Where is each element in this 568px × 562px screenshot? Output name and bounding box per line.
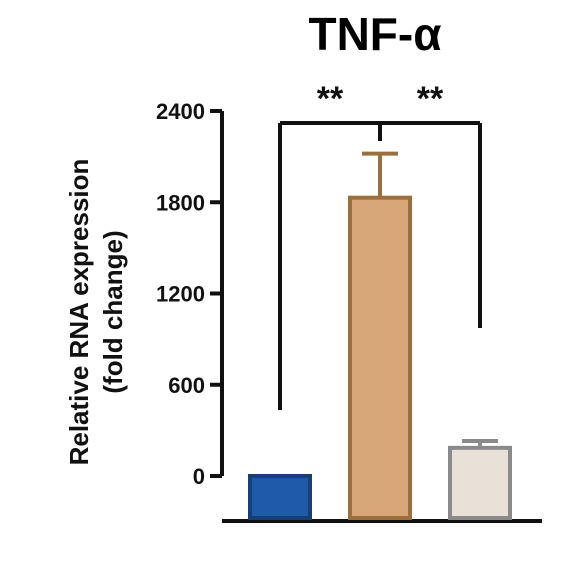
y-tick-label: 2400 bbox=[156, 99, 205, 124]
bar bbox=[348, 195, 412, 520]
chart-title: TNF-α bbox=[308, 8, 441, 60]
error-bars bbox=[362, 151, 498, 448]
y-axis-label-line-2: (fold change) bbox=[98, 230, 128, 393]
bars bbox=[248, 195, 512, 521]
y-tick-label: 1800 bbox=[156, 190, 205, 215]
significance-annotations: ** ** bbox=[278, 80, 482, 410]
y-tick-label: 0 bbox=[193, 464, 205, 489]
bar bbox=[448, 445, 512, 521]
y-tick-label: 600 bbox=[168, 373, 205, 398]
y-axis: 0 600 1200 1800 2400 bbox=[156, 99, 224, 489]
y-tick-label: 1200 bbox=[156, 282, 205, 307]
bar bbox=[248, 474, 312, 520]
significance-stars: ** bbox=[317, 80, 344, 118]
y-axis-label-line-1: Relative RNA expression bbox=[64, 159, 94, 466]
significance-stars: ** bbox=[417, 80, 444, 118]
